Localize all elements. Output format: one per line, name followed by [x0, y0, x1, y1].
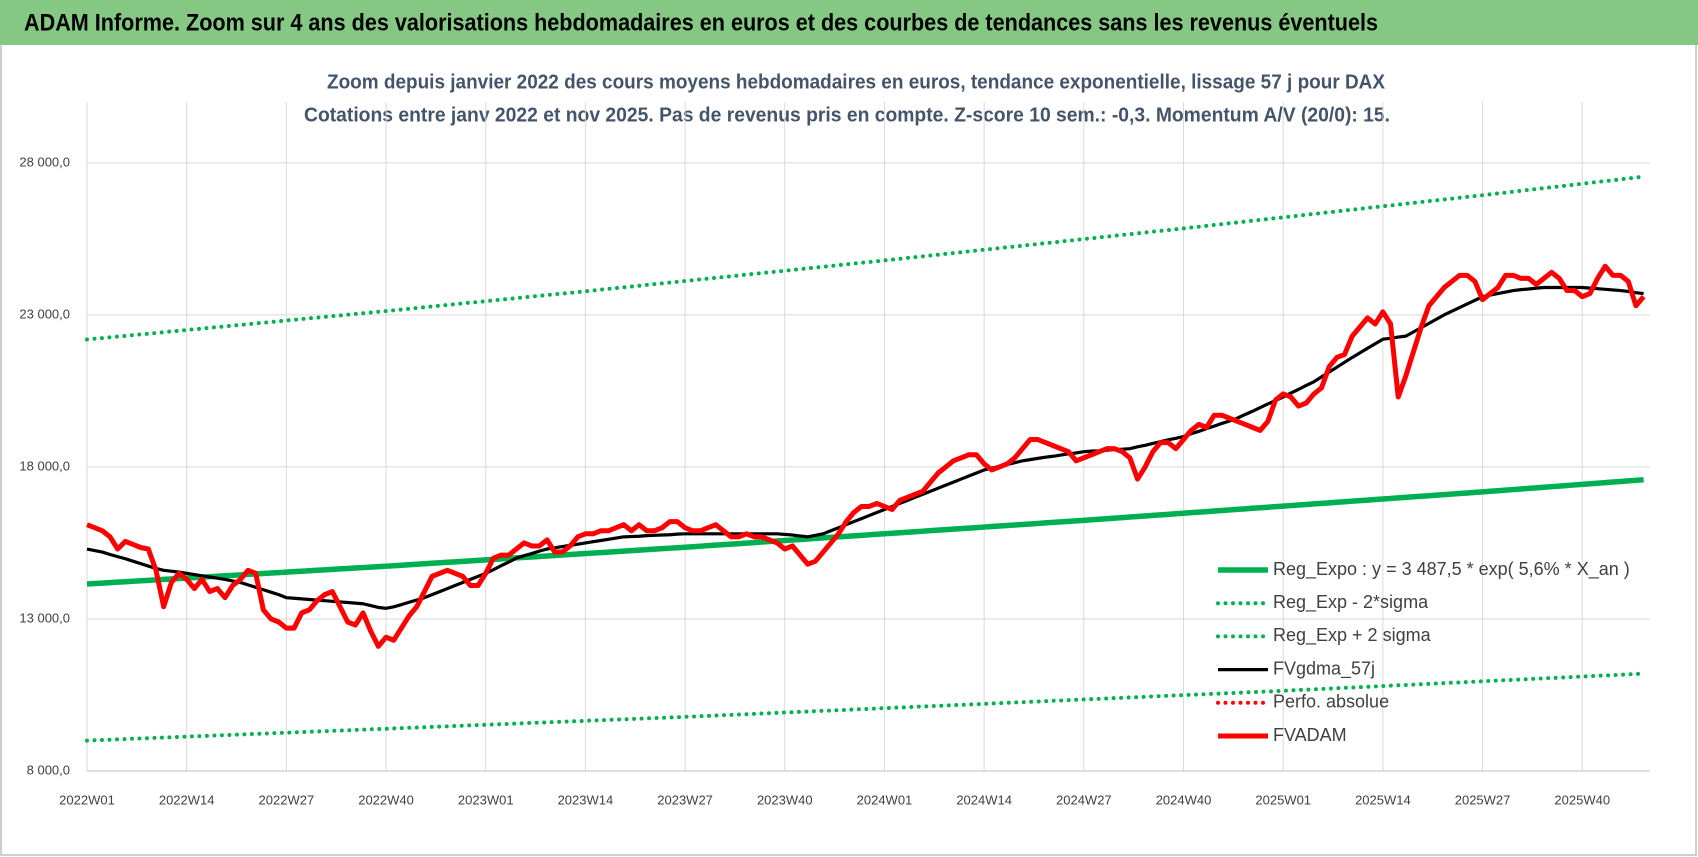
legend-label: Reg_Expo : y = 3 487,5 * exp( 5,6% * X_a…: [1273, 559, 1630, 580]
x-tick-label: 2023W27: [657, 792, 713, 807]
y-tick-label: 23 000,0: [19, 306, 70, 321]
y-tick-label: 8 000,0: [27, 762, 70, 777]
plot-lines: [85, 174, 1646, 743]
legend-label: Reg_Exp - 2*sigma: [1273, 592, 1429, 613]
x-tick-label: 2023W01: [458, 792, 514, 807]
y-tick-label: 13 000,0: [19, 610, 70, 625]
x-tick-label: 2025W27: [1455, 792, 1511, 807]
header-bar: [0, 0, 1698, 45]
x-tick-label: 2025W14: [1355, 792, 1411, 807]
x-tick-label: 2022W14: [159, 792, 215, 807]
x-tick-label: 2024W27: [1056, 792, 1112, 807]
x-tick-label: 2025W01: [1255, 792, 1311, 807]
series-line: [86, 476, 1644, 587]
chart-title: ADAM Informe. Zoom sur 4 ans des valoris…: [24, 9, 1378, 36]
series-line: [85, 174, 1646, 342]
legend-label: Reg_Exp + 2 sigma: [1273, 625, 1432, 646]
legend-label: FVgdma_57j: [1273, 658, 1375, 679]
x-tick-label: 2022W40: [358, 792, 414, 807]
x-tick-label: 2022W01: [59, 792, 115, 807]
legend: Reg_Expo : y = 3 487,5 * exp( 5,6% * X_a…: [1216, 559, 1630, 745]
legend-label: Perfo. absolue: [1273, 692, 1389, 712]
x-tick-label: 2023W40: [757, 792, 813, 807]
legend-label: FVADAM: [1273, 725, 1347, 745]
y-tick-label: 18 000,0: [19, 458, 70, 473]
grid: [86, 102, 1650, 772]
x-tick-label: 2025W40: [1554, 792, 1610, 807]
series-line: [85, 671, 1646, 743]
y-tick-label: 28 000,0: [19, 154, 70, 169]
x-tick-label: 2024W40: [1156, 792, 1212, 807]
x-tick-label: 2024W14: [956, 792, 1012, 807]
x-tick-label: 2022W27: [259, 792, 315, 807]
series-line: [86, 263, 1646, 649]
x-tick-label: 2024W01: [857, 792, 913, 807]
series-line: [86, 285, 1644, 610]
chart-subtitle: Cotations entre janv 2022 et nov 2025. P…: [304, 104, 1390, 126]
chart-subtitle: Zoom depuis janvier 2022 des cours moyen…: [327, 71, 1386, 93]
axis-labels: 8 000,0 13 000,0 18 000,0 23 000,0 28 000,0 2…: [19, 154, 1610, 807]
x-tick-label: 2023W14: [558, 792, 614, 807]
